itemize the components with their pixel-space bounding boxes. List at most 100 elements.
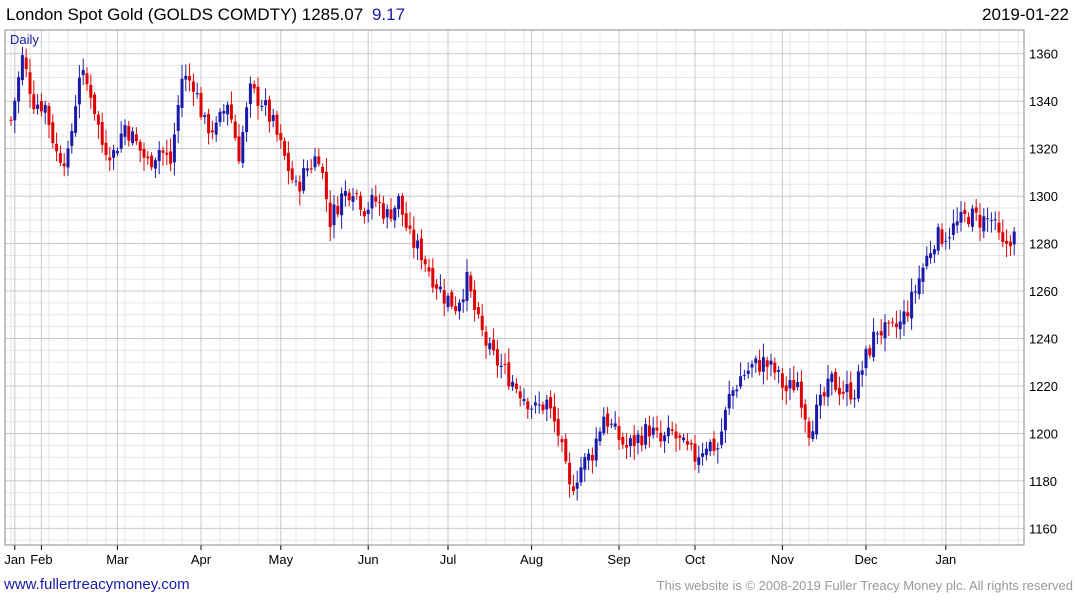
candle-body [74, 106, 78, 133]
y-tick-label: 1240 [1029, 332, 1058, 347]
candle-body [788, 380, 792, 389]
candle-body [815, 404, 819, 435]
candle-body [773, 362, 777, 373]
candle-body [252, 84, 256, 89]
candle-body [503, 363, 507, 365]
candle-body [309, 168, 313, 170]
candle-body [682, 437, 686, 441]
candle-body [343, 190, 347, 196]
candle-body [913, 291, 917, 293]
candle-body [245, 107, 249, 133]
candle-body [940, 229, 944, 244]
candle-body [419, 238, 423, 261]
candle-body [609, 423, 613, 425]
candle-body [465, 271, 469, 301]
candle-body [176, 104, 180, 131]
candle-body [58, 153, 62, 163]
candle-body [514, 383, 518, 389]
candle-body [317, 156, 321, 165]
candle-body [36, 104, 40, 109]
candle-body [43, 104, 47, 113]
y-tick-label: 1360 [1029, 47, 1058, 62]
candle-body [678, 435, 682, 438]
candle-body [294, 180, 298, 182]
candle-body [457, 302, 461, 312]
candle-body [93, 94, 97, 115]
x-tick-label: May [269, 552, 294, 567]
candle-body [1008, 241, 1012, 247]
candle-body [898, 321, 902, 330]
candle-body [355, 192, 359, 194]
candle-body [910, 291, 914, 319]
y-tick-label: 1220 [1029, 379, 1058, 394]
candle-body [172, 134, 176, 163]
candle-body [138, 141, 142, 151]
candle-body [492, 339, 496, 351]
candle-body [571, 486, 575, 492]
candle-body [400, 195, 404, 215]
candle-body [347, 192, 351, 201]
candle-body [302, 168, 306, 191]
candle-body [552, 406, 556, 422]
candle-body [537, 404, 541, 406]
candle-body [739, 376, 743, 387]
candle-body [473, 289, 477, 310]
candle-body [271, 115, 275, 122]
website-link[interactable]: www.fullertreacymoney.com [4, 576, 190, 593]
candle-body [480, 315, 484, 331]
candle-body [283, 140, 287, 156]
candle-body [104, 142, 108, 156]
candle-body [887, 322, 891, 324]
candle-body [188, 76, 192, 81]
candle-body [564, 438, 568, 462]
candle-body [39, 101, 43, 112]
candle-body [856, 371, 860, 399]
candle-body [127, 126, 131, 141]
candle-body [993, 219, 997, 221]
candle-body [955, 221, 959, 226]
candle-body [108, 157, 112, 161]
candle-body [324, 171, 328, 200]
candle-body [647, 425, 651, 437]
candle-body [560, 439, 564, 443]
candle-body [359, 195, 363, 210]
candle-body [822, 392, 826, 397]
candle-body [469, 275, 473, 292]
candle-body [381, 203, 385, 219]
candle-body [24, 57, 28, 70]
candle-body [484, 331, 488, 346]
y-tick-label: 1180 [1029, 474, 1057, 489]
candle-body [902, 311, 906, 325]
candle-body [96, 114, 100, 125]
y-tick-label: 1320 [1029, 142, 1058, 157]
candle-body [693, 443, 697, 462]
candle-body [891, 321, 895, 323]
candle-body [374, 196, 378, 202]
candle-body [613, 423, 617, 427]
candle-body [849, 382, 853, 400]
candle-body [165, 152, 169, 155]
candle-body [818, 394, 822, 406]
candle-body [55, 143, 59, 152]
candle-body [476, 307, 480, 315]
candle-body [853, 398, 857, 400]
x-tick-label: Jun [358, 552, 379, 567]
candle-body [685, 440, 689, 445]
candle-body [229, 104, 233, 120]
candle-body [780, 373, 784, 388]
candle-body [598, 431, 602, 442]
candle-body [792, 380, 796, 391]
candle-body [906, 312, 910, 317]
candle-body [207, 113, 211, 134]
candle-body [872, 331, 876, 358]
candle-body [222, 111, 226, 114]
y-tick-label: 1260 [1029, 284, 1058, 299]
x-tick-label: Dec [854, 552, 878, 567]
candle-body [226, 104, 230, 115]
candle-body [549, 397, 553, 409]
candle-body [632, 435, 636, 447]
candle-body [674, 431, 678, 439]
candle-body [237, 136, 241, 162]
candle-body [625, 445, 629, 448]
candle-body [708, 441, 712, 452]
